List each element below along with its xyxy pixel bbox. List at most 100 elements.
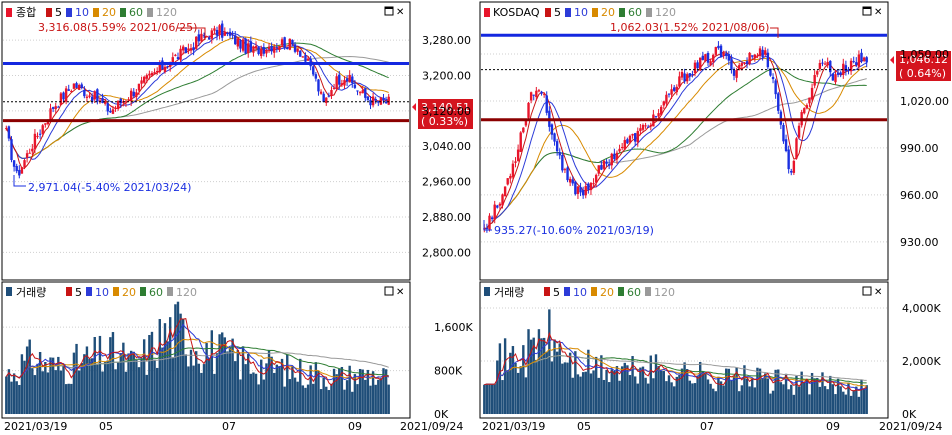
left-volume-y-axis: 1,600K 800K 0K <box>434 321 473 421</box>
volume-bar <box>571 377 574 414</box>
maximize-icon[interactable] <box>384 286 394 296</box>
volume-bar <box>59 370 63 414</box>
candle-body <box>101 97 104 103</box>
candle-body <box>88 95 91 97</box>
right-current-price: 1,046.12 <box>899 53 948 66</box>
candle-body <box>550 124 554 135</box>
volume-bar <box>831 384 835 414</box>
volume-bar <box>205 343 208 414</box>
candle-body <box>335 76 338 89</box>
candle-body <box>262 47 266 54</box>
volume-bar <box>545 352 548 414</box>
left-window-controls[interactable]: ✕ <box>384 6 404 18</box>
candle-body <box>231 34 234 36</box>
l-ma60-line <box>5 42 389 159</box>
volume-bar <box>369 385 372 414</box>
close-icon[interactable]: ✕ <box>396 287 404 298</box>
candle-body <box>620 146 624 148</box>
volume-bar <box>158 319 161 414</box>
vol-ma10-swatch <box>86 287 92 296</box>
close-icon[interactable]: ✕ <box>874 287 882 298</box>
candle-body <box>379 97 383 105</box>
candle-body <box>213 28 216 31</box>
candle-body <box>672 87 676 91</box>
candle-body <box>265 50 268 54</box>
volume-bar <box>587 349 590 414</box>
candle-body <box>64 88 68 102</box>
candle-body <box>787 149 790 170</box>
volume-bar <box>309 365 312 414</box>
candle-body <box>501 194 504 206</box>
right-y-axis: 1,050.00 1,020.00 990.00 960.00 930.00 <box>900 48 949 249</box>
volume-bar <box>509 352 512 414</box>
volume-tick-label: 2,000K <box>902 355 941 368</box>
r-ma10-line <box>484 54 867 229</box>
volume-bar <box>387 384 390 414</box>
candle-body <box>842 63 845 75</box>
volume-bar <box>260 359 263 414</box>
candle-body <box>540 91 543 94</box>
legend-ma10: 10 <box>574 6 588 19</box>
volume-bar <box>7 369 11 414</box>
volume-bar <box>28 339 31 414</box>
candle-body <box>132 91 135 97</box>
volume-bar <box>226 351 229 414</box>
candle-body <box>187 48 190 51</box>
candle-body <box>566 167 569 181</box>
volume-bar <box>836 378 840 414</box>
volume-bar <box>54 370 57 414</box>
volume-bar <box>493 383 496 414</box>
volume-bar <box>83 354 86 414</box>
candle-body <box>623 140 626 150</box>
candle-body <box>670 89 673 95</box>
candle-body <box>509 176 512 179</box>
candle-body <box>706 53 710 63</box>
candle-body <box>610 153 613 166</box>
close-icon[interactable]: ✕ <box>396 7 404 18</box>
volume-bar <box>730 380 733 414</box>
candle-body <box>189 48 193 51</box>
l-ma5-line <box>5 30 389 169</box>
maximize-icon[interactable] <box>862 286 872 296</box>
candle-body <box>654 116 658 118</box>
candle-body <box>779 111 783 125</box>
volume-bar <box>490 384 494 414</box>
volume-ma5-line <box>5 318 389 387</box>
candle-body <box>109 110 112 113</box>
candle-body <box>218 25 221 36</box>
legend-ma120: 120 <box>655 6 676 19</box>
volume-bar <box>839 386 842 414</box>
volume-bar <box>865 385 868 414</box>
volume-bar <box>382 368 385 414</box>
maximize-icon-bar <box>385 7 393 9</box>
candle-body <box>33 133 37 150</box>
volume-bar <box>797 386 801 414</box>
candle-body <box>371 96 375 106</box>
candle-body <box>234 35 237 45</box>
candle-body <box>519 132 522 153</box>
volume-bar <box>558 343 561 414</box>
volume-bar <box>129 350 133 414</box>
vol-ma60-swatch <box>618 287 624 296</box>
candle-body <box>215 29 219 36</box>
volume-bar <box>218 334 221 414</box>
candle-body <box>174 54 177 56</box>
volume-bar <box>361 369 364 414</box>
candle-body <box>761 49 764 58</box>
volume-bar <box>678 374 681 414</box>
volume-bar <box>576 374 580 414</box>
volume-bar <box>566 362 569 414</box>
candle-body <box>852 61 855 63</box>
candle-body <box>649 124 652 127</box>
candle-body <box>114 107 117 109</box>
candle-body <box>382 97 385 101</box>
right-window-controls[interactable]: ✕ <box>862 6 882 18</box>
volume-bar <box>574 351 577 414</box>
volume-marker-icon <box>6 287 12 296</box>
candle-body <box>808 97 811 104</box>
candle-body <box>524 119 528 126</box>
close-icon[interactable]: ✕ <box>874 7 882 18</box>
volume-tick-label: 1,600K <box>434 321 473 334</box>
candle-body <box>607 164 611 166</box>
candle-body <box>535 90 538 98</box>
